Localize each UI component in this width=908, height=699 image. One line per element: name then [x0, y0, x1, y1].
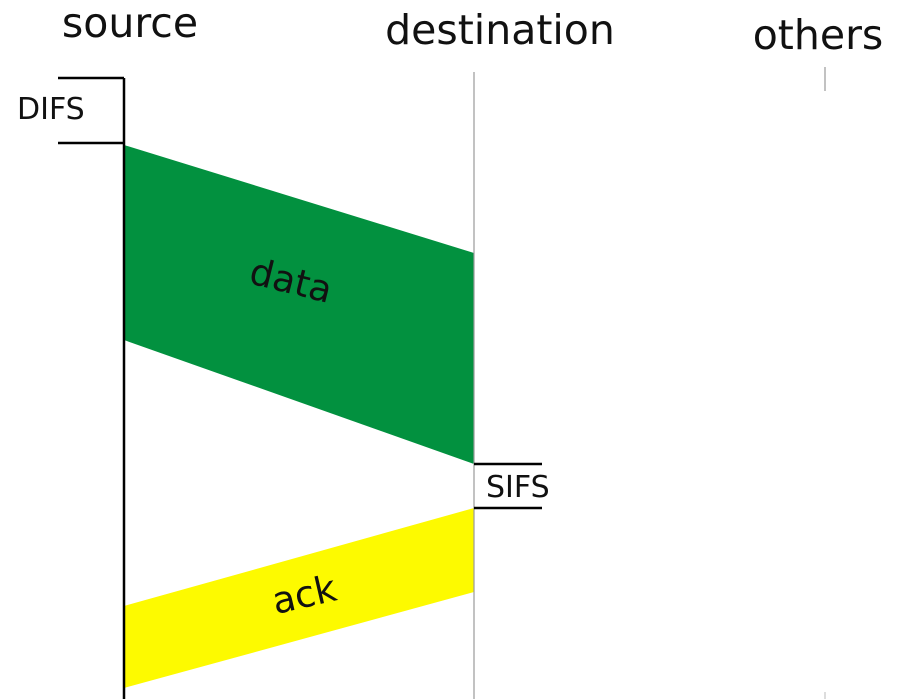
- data-frame: [124, 145, 474, 464]
- difs-label: DIFS: [17, 92, 85, 127]
- destination-column-title: destination: [385, 6, 615, 54]
- sifs-label: SIFS: [486, 470, 550, 505]
- ack-frame: [124, 508, 474, 688]
- others-column-title: others: [753, 11, 884, 59]
- source-column-title: source: [62, 0, 198, 47]
